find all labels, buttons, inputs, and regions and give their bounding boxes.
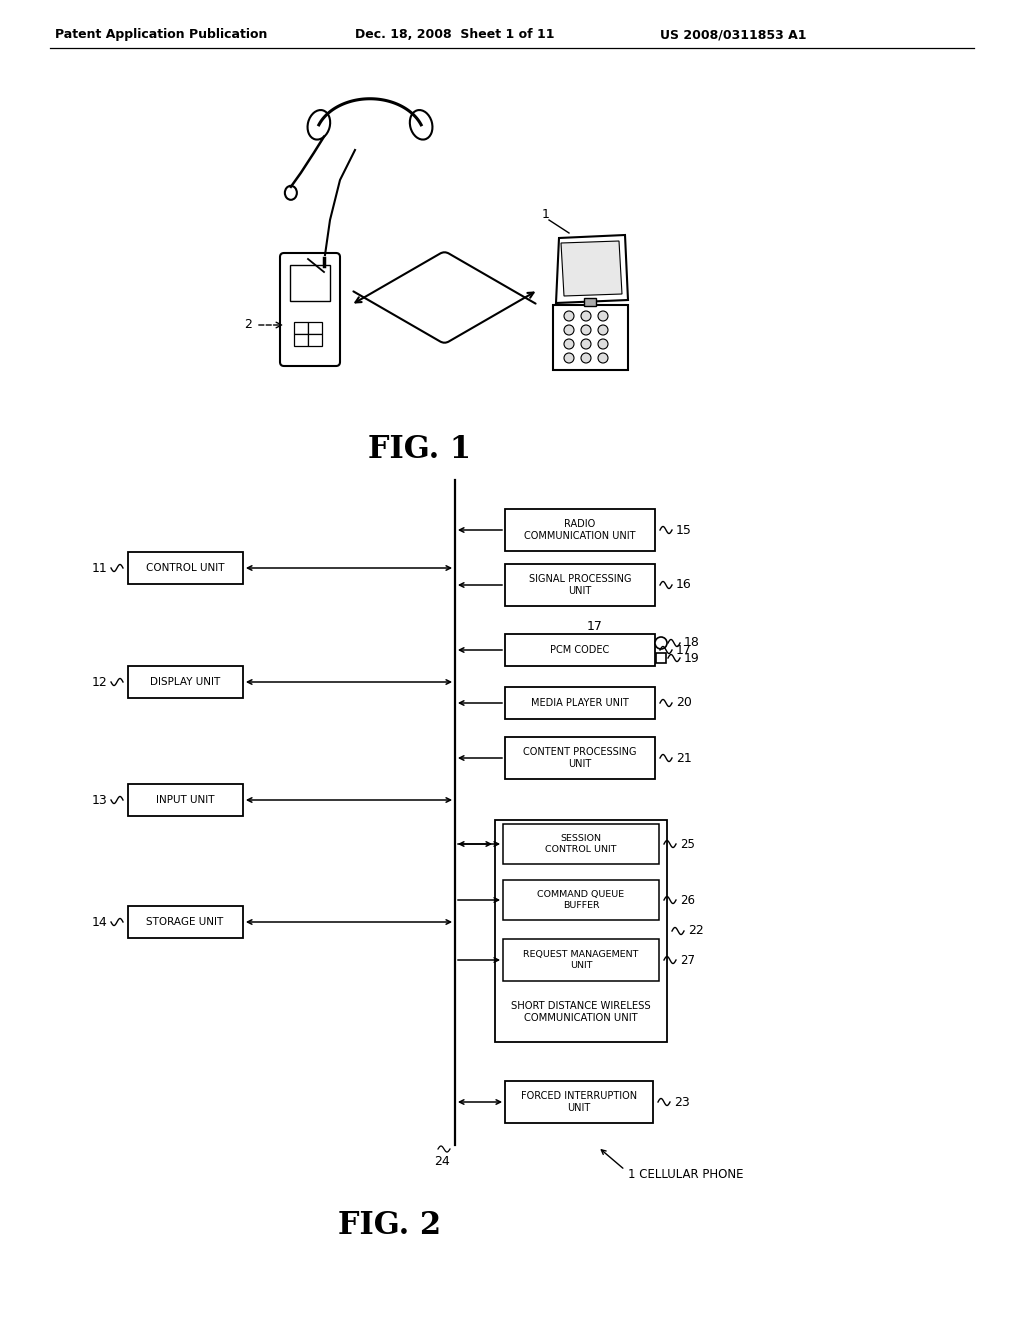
Text: 27: 27 <box>680 953 695 966</box>
Text: 19: 19 <box>684 652 699 664</box>
Text: 11: 11 <box>91 561 106 574</box>
Text: 2: 2 <box>244 318 252 331</box>
FancyBboxPatch shape <box>553 305 628 370</box>
FancyBboxPatch shape <box>294 334 308 346</box>
Ellipse shape <box>307 110 330 140</box>
Text: COMMAND QUEUE
BUFFER: COMMAND QUEUE BUFFER <box>538 890 625 909</box>
Circle shape <box>598 339 608 348</box>
FancyBboxPatch shape <box>128 667 243 698</box>
Bar <box>321 267 327 272</box>
Circle shape <box>564 325 574 335</box>
FancyBboxPatch shape <box>505 634 655 667</box>
Text: SESSION
CONTROL UNIT: SESSION CONTROL UNIT <box>545 834 616 854</box>
Text: 22: 22 <box>688 924 703 937</box>
Ellipse shape <box>285 186 297 199</box>
Text: 17: 17 <box>676 644 692 656</box>
Circle shape <box>564 312 574 321</box>
Circle shape <box>598 325 608 335</box>
Text: Patent Application Publication: Patent Application Publication <box>55 28 267 41</box>
Circle shape <box>581 325 591 335</box>
FancyBboxPatch shape <box>128 552 243 583</box>
Text: 1: 1 <box>542 209 550 222</box>
Text: INPUT UNIT: INPUT UNIT <box>156 795 214 805</box>
Text: CONTENT PROCESSING
UNIT: CONTENT PROCESSING UNIT <box>523 747 637 768</box>
Polygon shape <box>561 242 622 296</box>
Text: 17: 17 <box>587 619 603 632</box>
Bar <box>656 653 666 663</box>
FancyBboxPatch shape <box>503 880 659 920</box>
Circle shape <box>564 352 574 363</box>
FancyBboxPatch shape <box>503 939 659 981</box>
Text: 13: 13 <box>91 793 106 807</box>
Text: 25: 25 <box>680 837 695 850</box>
FancyBboxPatch shape <box>280 253 340 366</box>
Text: 26: 26 <box>680 894 695 907</box>
Text: 16: 16 <box>676 578 692 591</box>
FancyBboxPatch shape <box>505 686 655 719</box>
FancyBboxPatch shape <box>308 322 322 334</box>
FancyBboxPatch shape <box>294 322 308 334</box>
FancyBboxPatch shape <box>505 1081 653 1123</box>
FancyBboxPatch shape <box>128 906 243 939</box>
Text: 21: 21 <box>676 751 692 764</box>
FancyBboxPatch shape <box>505 564 655 606</box>
Circle shape <box>598 352 608 363</box>
Text: Dec. 18, 2008  Sheet 1 of 11: Dec. 18, 2008 Sheet 1 of 11 <box>355 28 555 41</box>
FancyBboxPatch shape <box>503 824 659 865</box>
FancyBboxPatch shape <box>505 510 655 550</box>
Circle shape <box>581 352 591 363</box>
FancyBboxPatch shape <box>290 265 330 301</box>
Text: 1 CELLULAR PHONE: 1 CELLULAR PHONE <box>628 1168 743 1181</box>
Text: FIG. 2: FIG. 2 <box>339 1209 441 1241</box>
Text: RADIO
COMMUNICATION UNIT: RADIO COMMUNICATION UNIT <box>524 519 636 541</box>
Text: SHORT DISTANCE WIRELESS
COMMUNICATION UNIT: SHORT DISTANCE WIRELESS COMMUNICATION UN… <box>511 1001 651 1023</box>
FancyBboxPatch shape <box>505 737 655 779</box>
Text: FORCED INTERRUPTION
UNIT: FORCED INTERRUPTION UNIT <box>521 1092 637 1113</box>
FancyBboxPatch shape <box>495 820 667 1041</box>
Text: FIG. 1: FIG. 1 <box>369 434 471 466</box>
Text: 23: 23 <box>674 1096 690 1109</box>
Text: REQUEST MANAGEMENT
UNIT: REQUEST MANAGEMENT UNIT <box>523 950 639 970</box>
Text: 15: 15 <box>676 524 692 536</box>
FancyBboxPatch shape <box>308 334 322 346</box>
Bar <box>584 298 596 306</box>
FancyBboxPatch shape <box>128 784 243 816</box>
Ellipse shape <box>410 110 432 140</box>
Circle shape <box>581 339 591 348</box>
Text: STORAGE UNIT: STORAGE UNIT <box>146 917 223 927</box>
Text: US 2008/0311853 A1: US 2008/0311853 A1 <box>660 28 807 41</box>
Text: PCM CODEC: PCM CODEC <box>550 645 609 655</box>
Text: 18: 18 <box>684 636 699 649</box>
Text: 12: 12 <box>91 676 106 689</box>
Text: 14: 14 <box>91 916 106 928</box>
Text: 24: 24 <box>434 1155 450 1168</box>
Text: CONTROL UNIT: CONTROL UNIT <box>145 564 224 573</box>
Circle shape <box>581 312 591 321</box>
Text: 20: 20 <box>676 697 692 710</box>
Text: DISPLAY UNIT: DISPLAY UNIT <box>150 677 220 686</box>
Text: MEDIA PLAYER UNIT: MEDIA PLAYER UNIT <box>531 698 629 708</box>
Circle shape <box>564 339 574 348</box>
Text: SIGNAL PROCESSING
UNIT: SIGNAL PROCESSING UNIT <box>528 574 631 595</box>
Circle shape <box>655 638 667 649</box>
Polygon shape <box>556 235 628 304</box>
Circle shape <box>598 312 608 321</box>
